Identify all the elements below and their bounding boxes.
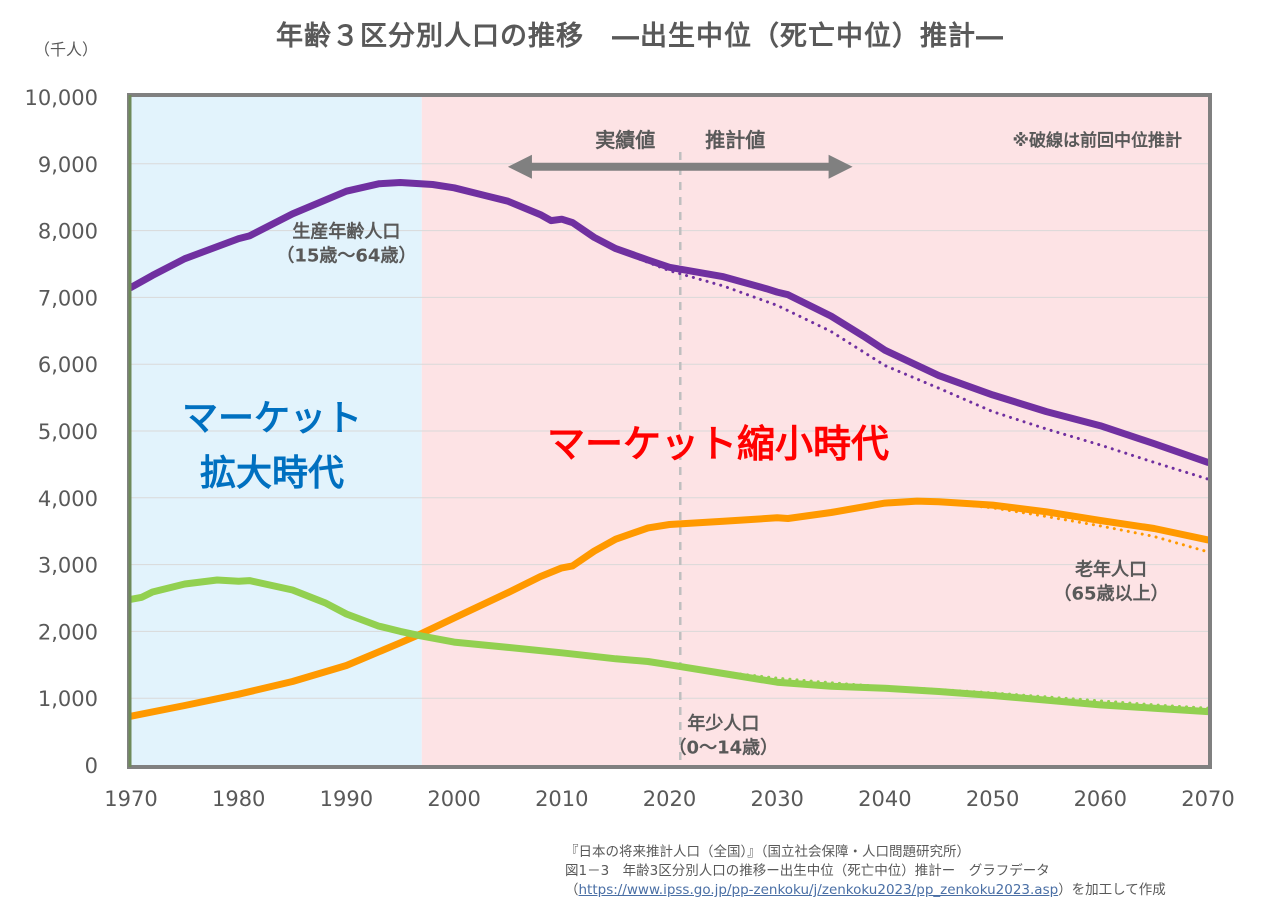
x-tick-label: 2030 bbox=[750, 787, 803, 811]
expansion-era-label-line-1: マーケット bbox=[182, 398, 362, 439]
grid-lines bbox=[131, 163, 1208, 699]
source-citation: 『日本の将来推計人口（全国）』（国立社会保障・人口問題研究所） 図1－3 年齢3… bbox=[565, 843, 1166, 900]
source-line-2: 図1－3 年齢3区分別人口の推移ー出生中位（死亡中位）推計ー グラフデータ bbox=[565, 863, 1050, 879]
y-tick-label: 3,000 bbox=[38, 554, 98, 578]
plot-frame bbox=[127, 93, 1212, 769]
x-tick-label: 2020 bbox=[643, 787, 696, 811]
source-suffix: ）を加工して作成 bbox=[1058, 882, 1166, 898]
series-label-children-line-2: （0～14歳） bbox=[669, 738, 779, 759]
previous-projection-line-children bbox=[689, 667, 1210, 710]
y-tick-label: 4,000 bbox=[38, 487, 98, 511]
y-tick-label: 7,000 bbox=[38, 286, 98, 310]
actual-vs-projection-arrow bbox=[507, 154, 853, 179]
source-line-3: （https://www.ipss.go.jp/pp-zenkoku/j/zen… bbox=[565, 881, 1166, 900]
x-tick-label: 2050 bbox=[966, 787, 1019, 811]
x-tick-label: 2000 bbox=[427, 787, 480, 811]
series-label-children-line-1: 年少人口 bbox=[687, 713, 759, 735]
x-tick-label: 2070 bbox=[1181, 787, 1234, 811]
source-paren-open: （ bbox=[565, 882, 579, 898]
y-tick-label: 2,000 bbox=[38, 620, 98, 644]
expansion-era-label-line-2: 拡大時代 bbox=[200, 453, 344, 494]
previous-projection-line-elderly bbox=[937, 501, 1210, 554]
chart-title: 年齢３区分別人口の推移 ―出生中位（死亡中位）推計― bbox=[276, 21, 1004, 52]
x-tick-label: 1990 bbox=[320, 787, 373, 811]
source-link[interactable]: https://www.ipss.go.jp/pp-zenkoku/j/zenk… bbox=[578, 882, 1059, 898]
y-tick-label: 10,000 bbox=[25, 86, 98, 110]
series-line-elderly bbox=[127, 497, 1212, 720]
y-axis-unit-label: （千人） bbox=[34, 40, 99, 59]
arrow-right-head-icon bbox=[828, 154, 853, 179]
dashed-line-note: ※破線は前回中位推計 bbox=[1012, 130, 1182, 151]
x-tick-label: 1970 bbox=[104, 787, 157, 811]
x-tick-label: 2040 bbox=[858, 787, 911, 811]
series-label-elderly-line-2: （65歳以上） bbox=[1054, 583, 1169, 604]
previous-projection-line-working-age bbox=[624, 252, 1210, 481]
contraction-era-label: マーケット縮小時代 bbox=[547, 422, 889, 466]
x-tick-label: 2060 bbox=[1074, 787, 1127, 811]
series-label-elderly-line-1: 老年人口 bbox=[1075, 558, 1147, 580]
arrow-left-head-icon bbox=[507, 154, 532, 179]
y-tick-label: 1,000 bbox=[38, 687, 98, 711]
y-tick-label: 8,000 bbox=[38, 220, 98, 244]
y-tick-label: 6,000 bbox=[38, 353, 98, 377]
projected-values-label: 推計値 bbox=[705, 128, 765, 152]
series-labels: 生産年齢人口 （15歳～64歳） 老年人口 （65歳以上） 年少人口 （0～14歳） bbox=[276, 220, 1168, 758]
series-line-children bbox=[127, 576, 1212, 716]
actual-values-label: 実績値 bbox=[595, 128, 655, 152]
x-tick-label: 1980 bbox=[212, 787, 265, 811]
series-label-working-age-line-2: （15歳～64歳） bbox=[276, 245, 416, 266]
series-lines bbox=[127, 179, 1212, 720]
y-axis-ticks: 0 1,000 2,000 3,000 4,000 5,000 6,000 7,000 8,00… bbox=[25, 86, 98, 778]
series-label-working-age-line-1: 生産年齢人口 bbox=[292, 220, 400, 242]
x-tick-label: 2010 bbox=[535, 787, 588, 811]
series-line-working-age bbox=[127, 179, 1212, 466]
source-line-1: 『日本の将来推計人口（全国）』（国立社会保障・人口問題研究所） bbox=[565, 844, 970, 860]
y-tick-label: 0 bbox=[85, 754, 98, 778]
y-tick-label: 5,000 bbox=[38, 420, 98, 444]
x-axis-ticks: 1970 1980 1990 2000 2010 2020 2030 2040 2050 2060… bbox=[104, 787, 1234, 811]
y-tick-label: 9,000 bbox=[38, 153, 98, 177]
